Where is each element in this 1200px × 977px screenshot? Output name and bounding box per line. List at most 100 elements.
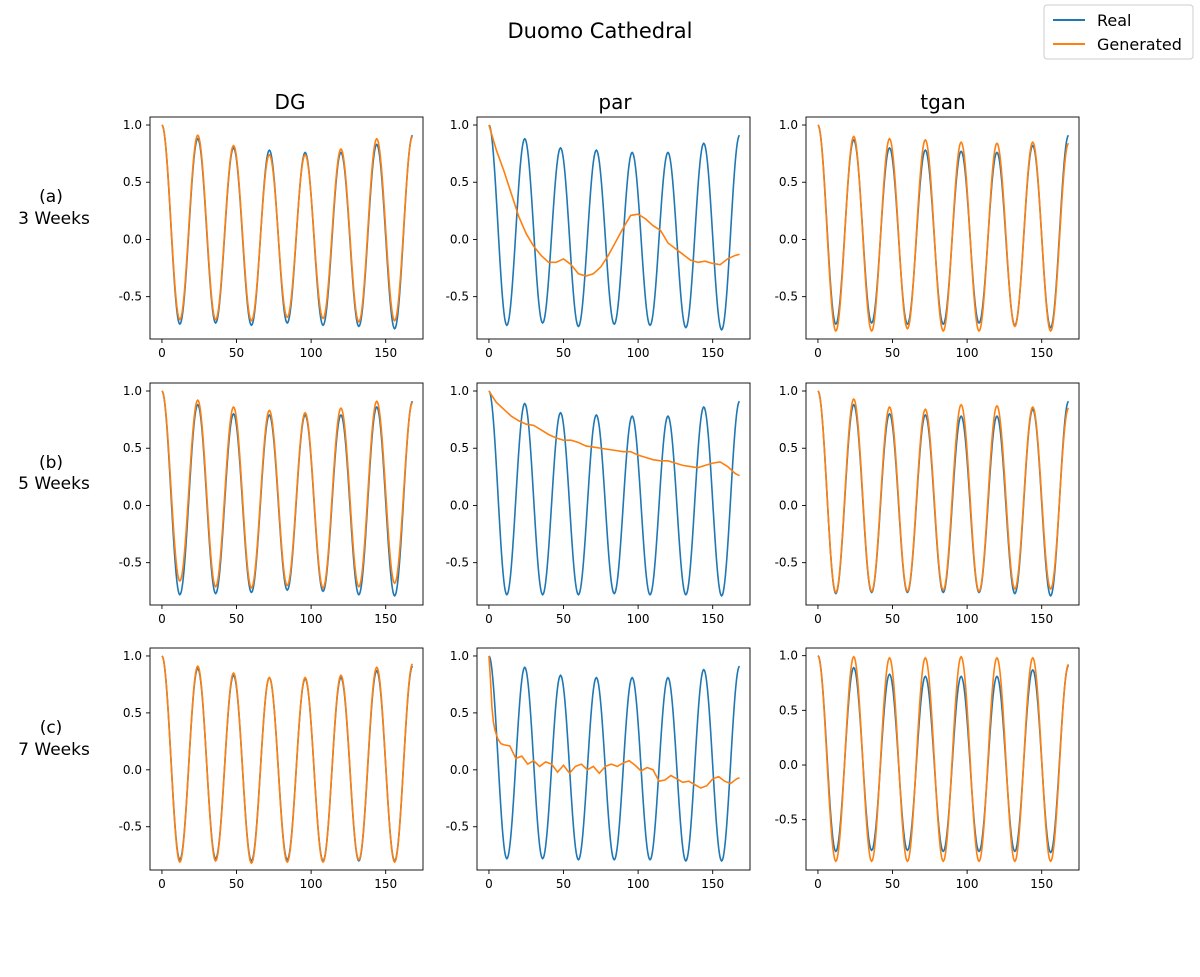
y-tick-label: 0.5 <box>450 441 469 455</box>
axes-frame <box>476 647 751 871</box>
series-real-line <box>161 390 414 598</box>
x-tick-label: 50 <box>885 877 900 891</box>
series-generated-line <box>817 124 1070 333</box>
y-tick-label: 0.5 <box>450 706 469 720</box>
y-tick-label: -0.5 <box>446 556 469 570</box>
panel-par-c: 0 50 100 150 -0.5 0.0 0.5 1.0 <box>446 647 751 891</box>
x-tick-label: 100 <box>627 612 650 626</box>
series-real-line <box>161 655 414 863</box>
y-tick-label: -0.5 <box>119 556 142 570</box>
y-tick-label: 0.5 <box>779 441 798 455</box>
series-generated-line <box>488 124 740 277</box>
y-tick-label: -0.5 <box>446 290 469 304</box>
row-letter-c: (c) <box>40 718 63 738</box>
x-tick-label: 50 <box>885 346 900 360</box>
y-tick-label: -0.5 <box>775 290 798 304</box>
x-tick-label: 100 <box>300 877 323 891</box>
row-letter-a: (a) <box>39 187 63 207</box>
y-tick-label: 1.0 <box>450 649 469 663</box>
column-title-par: par <box>598 90 632 114</box>
y-tick-label: 0.0 <box>450 763 469 777</box>
panel-dg-a: 0 50 100 150 -0.5 0.0 0.5 1.0 <box>119 116 424 360</box>
x-tick-label: 0 <box>814 877 822 891</box>
row-letter-b: (b) <box>39 453 63 473</box>
figure-title: Duomo Cathedral <box>508 19 693 43</box>
x-tick-label: 150 <box>1030 346 1053 360</box>
panel-tgan-c: 0 50 100 150 -0.5 0.0 0.5 1.0 <box>775 647 1080 891</box>
series-generated-line <box>161 124 414 323</box>
y-tick-label: 0.0 <box>779 498 798 512</box>
y-tick-label: 0.0 <box>123 763 142 777</box>
x-tick-label: 50 <box>556 612 571 626</box>
y-tick-label: -0.5 <box>119 820 142 834</box>
legend-generated-label: Generated <box>1097 35 1182 54</box>
row-label-a: 3 Weeks <box>18 209 90 229</box>
row-label-c: 7 Weeks <box>18 740 90 760</box>
y-tick-label: 1.0 <box>450 384 469 398</box>
series-generated-line <box>817 390 1070 594</box>
y-tick-label: 0.0 <box>779 758 798 772</box>
y-tick-label: 1.0 <box>779 384 798 398</box>
y-tick-label: 1.0 <box>779 649 798 663</box>
y-tick-label: 1.0 <box>779 118 798 132</box>
x-tick-label: 150 <box>701 612 724 626</box>
series-generated-line <box>161 390 414 589</box>
y-tick-label: -0.5 <box>775 813 798 827</box>
x-tick-label: 150 <box>1030 612 1053 626</box>
x-tick-label: 0 <box>158 612 166 626</box>
series-real-line <box>817 655 1070 854</box>
y-tick-label: 0.0 <box>450 232 469 246</box>
column-title-dg: DG <box>275 90 306 114</box>
y-tick-label: 0.0 <box>450 498 469 512</box>
x-tick-label: 150 <box>374 877 397 891</box>
y-tick-label: 1.0 <box>450 118 469 132</box>
x-tick-label: 0 <box>814 612 822 626</box>
series-real-line <box>488 124 741 332</box>
legend: Real Generated <box>1043 4 1194 60</box>
series-real-line <box>488 390 741 598</box>
x-tick-label: 150 <box>374 346 397 360</box>
legend-real-label: Real <box>1097 11 1132 30</box>
x-tick-label: 100 <box>956 877 979 891</box>
x-tick-label: 0 <box>485 612 493 626</box>
series-real-line <box>488 655 741 863</box>
series-generated-line <box>817 655 1070 863</box>
series-generated-line <box>488 655 740 789</box>
x-tick-label: 50 <box>229 877 244 891</box>
panel-dg-c: 0 50 100 150 -0.5 0.0 0.5 1.0 <box>119 647 424 891</box>
x-tick-label: 100 <box>627 877 650 891</box>
x-tick-label: 100 <box>300 612 323 626</box>
y-tick-label: 0.5 <box>779 703 798 717</box>
series-real-line <box>817 124 1070 329</box>
series-real-line <box>817 390 1070 598</box>
x-tick-label: 50 <box>229 612 244 626</box>
panel-par-a: 0 50 100 150 -0.5 0.0 0.5 1.0 <box>446 116 751 360</box>
y-tick-label: 0.5 <box>450 175 469 189</box>
y-tick-label: 0.0 <box>123 498 142 512</box>
x-tick-label: 100 <box>627 346 650 360</box>
axes-frame <box>149 382 424 606</box>
y-tick-label: 1.0 <box>123 649 142 663</box>
y-tick-label: 1.0 <box>123 118 142 132</box>
x-tick-label: 50 <box>556 877 571 891</box>
x-tick-label: 0 <box>485 346 493 360</box>
panel-dg-b: 0 50 100 150 -0.5 0.0 0.5 1.0 <box>119 382 424 626</box>
x-tick-label: 100 <box>956 612 979 626</box>
legend-frame <box>1043 4 1194 60</box>
axes-frame <box>805 116 1080 340</box>
axes-frame <box>149 647 424 871</box>
x-tick-label: 50 <box>556 346 571 360</box>
x-tick-label: 0 <box>158 346 166 360</box>
x-tick-label: 150 <box>1030 877 1053 891</box>
series-generated-line <box>488 390 740 477</box>
x-tick-label: 100 <box>300 346 323 360</box>
x-tick-label: 150 <box>701 346 724 360</box>
x-tick-label: 150 <box>701 877 724 891</box>
axes-frame <box>805 382 1080 606</box>
panel-tgan-a: 0 50 100 150 -0.5 0.0 0.5 1.0 <box>775 116 1080 360</box>
x-tick-label: 0 <box>485 877 493 891</box>
axes-frame <box>805 647 1080 871</box>
x-tick-label: 150 <box>374 612 397 626</box>
row-label-b: 5 Weeks <box>18 474 90 494</box>
